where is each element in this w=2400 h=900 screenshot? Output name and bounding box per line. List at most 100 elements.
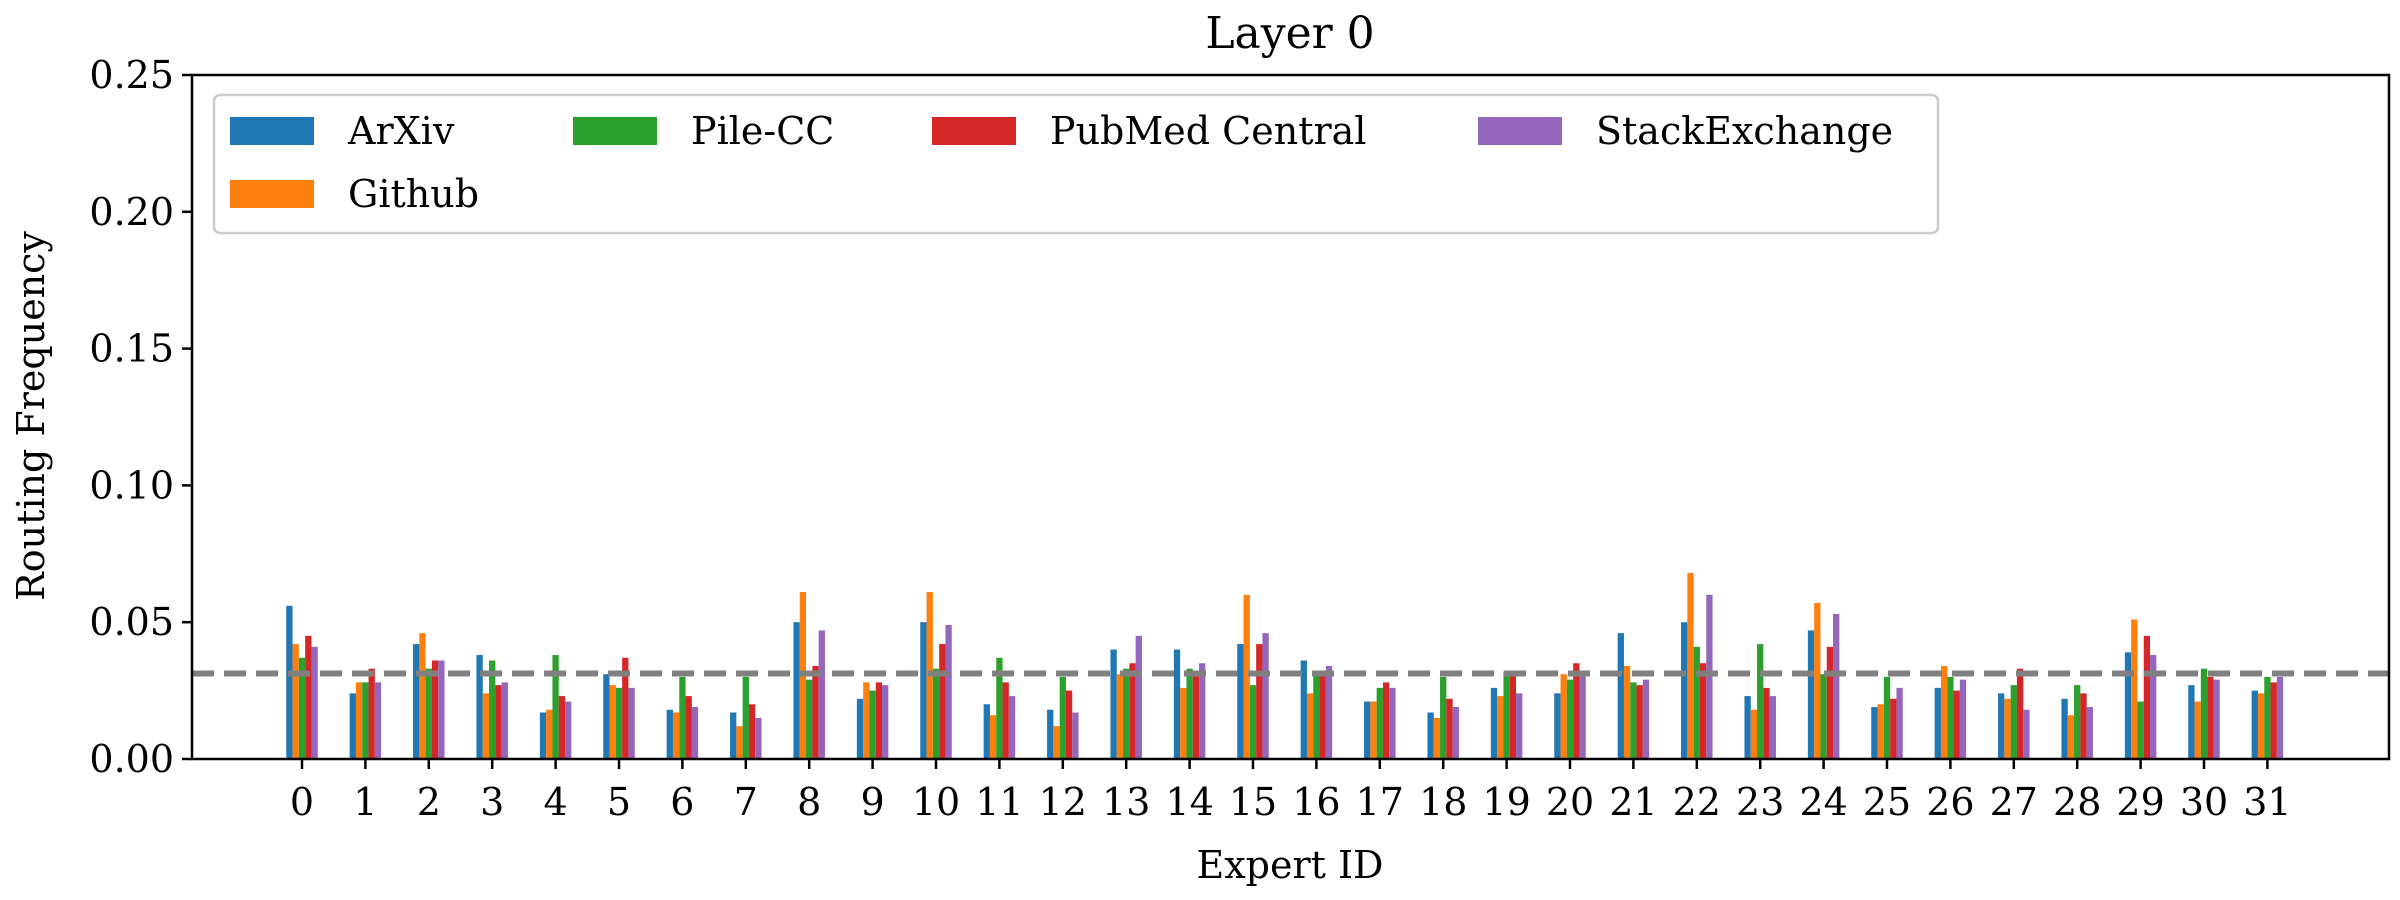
bar-stackexchange-expert-25 bbox=[1896, 687, 1903, 759]
bar-stackexchange-expert-31 bbox=[2276, 676, 2284, 759]
bar-pubmed-central-expert-16 bbox=[1319, 674, 1326, 759]
legend-swatch-arxiv bbox=[230, 117, 314, 145]
bar-pile-cc-expert-9 bbox=[869, 690, 876, 759]
y-tick-label: 0.05 bbox=[89, 600, 174, 644]
bar-github-expert-7 bbox=[736, 726, 743, 759]
bar-pubmed-central-expert-31 bbox=[2270, 682, 2277, 759]
bar-pile-cc-expert-16 bbox=[1313, 671, 1320, 759]
bar-github-expert-15 bbox=[1243, 594, 1250, 759]
bar-stackexchange-expert-0 bbox=[311, 646, 318, 759]
bar-stackexchange-expert-30 bbox=[2213, 679, 2220, 759]
x-tick-label: 0 bbox=[290, 780, 314, 824]
bar-pile-cc-expert-11 bbox=[996, 657, 1003, 759]
bar-pile-cc-expert-20 bbox=[1566, 679, 1574, 759]
bar-github-expert-30 bbox=[2194, 701, 2201, 759]
x-axis-ticks: 0 1 2 3 4 5 6 7 8 9 10 11 12 13 14 15 16 17 18 19 20 21 22 23 24… bbox=[290, 759, 2292, 824]
bar-pubmed-central-expert-17 bbox=[1382, 682, 1390, 759]
x-axis-label: Expert ID bbox=[1197, 843, 1384, 887]
bar-arxiv-expert-0 bbox=[286, 605, 293, 759]
bar-github-expert-21 bbox=[1623, 665, 1631, 759]
bar-pubmed-central-expert-10 bbox=[939, 644, 946, 759]
bar-github-expert-26 bbox=[1940, 665, 1948, 759]
bar-pubmed-central-expert-15 bbox=[1256, 644, 1263, 759]
bar-stackexchange-expert-17 bbox=[1389, 687, 1396, 759]
x-tick-label: 10 bbox=[912, 780, 960, 824]
bar-pile-cc-expert-28 bbox=[2074, 685, 2081, 759]
bar-pubmed-central-expert-22 bbox=[1699, 663, 1707, 759]
bar-github-expert-22 bbox=[1687, 572, 1694, 759]
bar-pubmed-central-expert-28 bbox=[2080, 693, 2087, 759]
bar-github-expert-14 bbox=[1180, 687, 1187, 759]
bar-github-expert-27 bbox=[2004, 698, 2011, 759]
bar-arxiv-expert-18 bbox=[1427, 712, 1434, 759]
bar-pile-cc-expert-7 bbox=[742, 676, 749, 759]
bar-pile-cc-expert-13 bbox=[1123, 668, 1130, 759]
bar-stackexchange-expert-4 bbox=[565, 701, 572, 759]
bar-github-expert-0 bbox=[292, 644, 299, 759]
bar-pile-cc-expert-30 bbox=[2200, 668, 2208, 759]
bar-arxiv-expert-27 bbox=[1998, 693, 2005, 759]
bar-pile-cc-expert-29 bbox=[2137, 701, 2144, 759]
bar-arxiv-expert-23 bbox=[1744, 696, 1751, 759]
x-tick-label: 6 bbox=[670, 780, 694, 824]
x-tick-label: 26 bbox=[1926, 780, 1974, 824]
bar-arxiv-expert-15 bbox=[1237, 644, 1244, 759]
bar-pile-cc-expert-31 bbox=[2264, 676, 2271, 759]
x-tick-label: 3 bbox=[480, 780, 504, 824]
bar-github-expert-3 bbox=[482, 693, 490, 759]
bar-stackexchange-expert-26 bbox=[1959, 679, 1967, 759]
x-tick-label: 9 bbox=[861, 780, 885, 824]
bar-arxiv-expert-14 bbox=[1173, 649, 1181, 759]
bar-pubmed-central-expert-11 bbox=[1002, 682, 1009, 759]
bar-pile-cc-expert-15 bbox=[1249, 685, 1257, 759]
bar-stackexchange-expert-20 bbox=[1579, 674, 1586, 759]
bar-pile-cc-expert-18 bbox=[1440, 676, 1447, 759]
bar-pile-cc-expert-6 bbox=[679, 676, 686, 759]
y-axis-label: Routing Frequency bbox=[9, 231, 53, 601]
bar-pile-cc-expert-22 bbox=[1693, 646, 1700, 759]
x-tick-label: 27 bbox=[1990, 780, 2038, 824]
bar-arxiv-expert-28 bbox=[2061, 698, 2068, 759]
bar-stackexchange-expert-10 bbox=[945, 624, 952, 759]
bar-pubmed-central-expert-25 bbox=[1890, 698, 1897, 759]
y-tick-label: 0.10 bbox=[89, 463, 174, 507]
bar-stackexchange-expert-15 bbox=[1262, 633, 1269, 759]
x-tick-label: 12 bbox=[1039, 780, 1087, 824]
bar-pubmed-central-expert-7 bbox=[748, 704, 756, 759]
bar-pubmed-central-expert-9 bbox=[875, 682, 883, 759]
bar-pubmed-central-expert-13 bbox=[1129, 663, 1136, 759]
bar-stackexchange-expert-9 bbox=[882, 685, 889, 759]
bar-pile-cc-expert-0 bbox=[298, 657, 306, 759]
legend-swatch-pubmed-central bbox=[932, 117, 1016, 145]
bar-pubmed-central-expert-2 bbox=[431, 660, 439, 759]
bar-github-expert-19 bbox=[1497, 696, 1504, 759]
bar-github-expert-29 bbox=[2131, 619, 2138, 759]
bar-pubmed-central-expert-20 bbox=[1573, 663, 1580, 759]
bar-arxiv-expert-17 bbox=[1364, 701, 1371, 759]
bar-pile-cc-expert-23 bbox=[1757, 644, 1764, 759]
bar-github-expert-24 bbox=[1814, 603, 1821, 759]
bar-pubmed-central-expert-23 bbox=[1763, 687, 1770, 759]
bar-arxiv-expert-10 bbox=[920, 622, 927, 759]
x-tick-label: 24 bbox=[1799, 780, 1847, 824]
bar-pubmed-central-expert-8 bbox=[812, 665, 819, 759]
bar-arxiv-expert-31 bbox=[2251, 690, 2258, 759]
bar-github-expert-9 bbox=[863, 682, 870, 759]
x-tick-label: 15 bbox=[1229, 780, 1277, 824]
bar-arxiv-expert-3 bbox=[476, 655, 483, 759]
bar-arxiv-expert-16 bbox=[1300, 660, 1307, 759]
bar-pubmed-central-expert-3 bbox=[495, 685, 502, 759]
x-tick-label: 20 bbox=[1546, 780, 1594, 824]
bars-group bbox=[286, 572, 2284, 759]
bar-arxiv-expert-22 bbox=[1681, 622, 1688, 759]
bar-pile-cc-expert-14 bbox=[1186, 668, 1193, 759]
bar-pile-cc-expert-21 bbox=[1630, 682, 1637, 759]
bar-github-expert-16 bbox=[1306, 693, 1314, 759]
legend-label-github: Github bbox=[348, 172, 479, 216]
bar-arxiv-expert-11 bbox=[983, 704, 990, 759]
bar-arxiv-expert-13 bbox=[1110, 649, 1117, 759]
bar-pubmed-central-expert-0 bbox=[305, 635, 312, 759]
legend-label-stackexchange: StackExchange bbox=[1596, 109, 1893, 153]
x-tick-label: 17 bbox=[1356, 780, 1404, 824]
